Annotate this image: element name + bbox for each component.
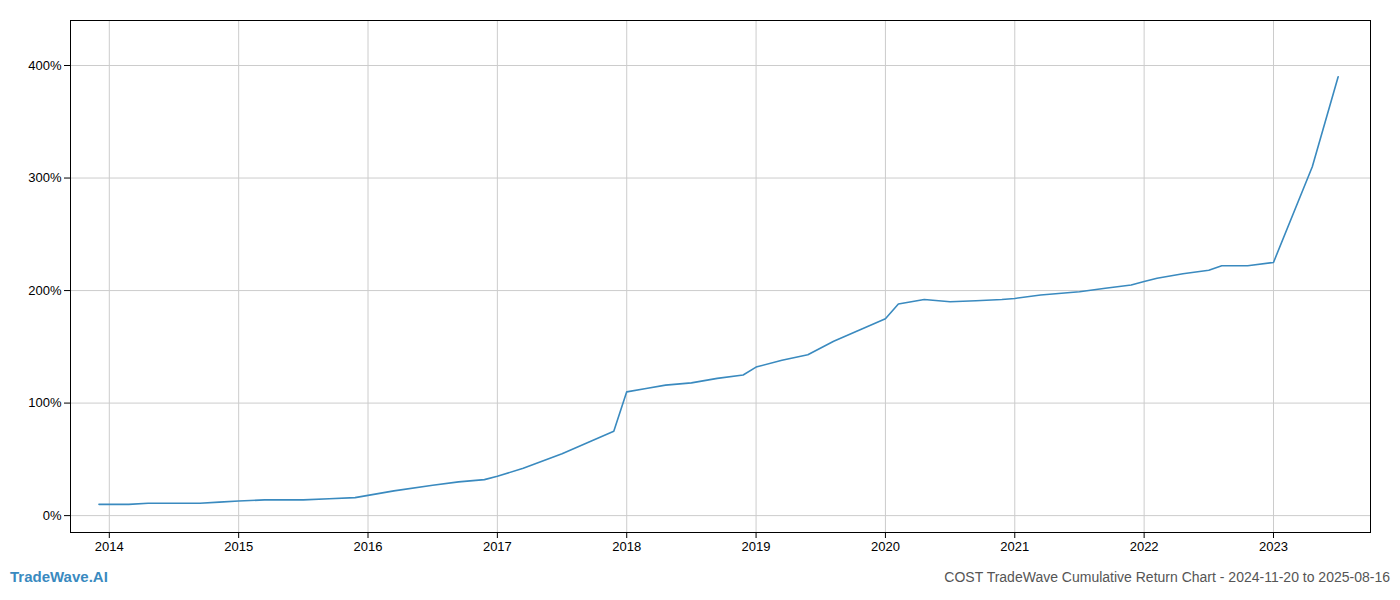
svg-text:2017: 2017 xyxy=(483,539,512,554)
svg-text:2016: 2016 xyxy=(354,539,383,554)
svg-text:2021: 2021 xyxy=(1000,539,1029,554)
html-text:TradeWave.AI: TradeWave.AI xyxy=(10,568,108,585)
svg-text:300%: 300% xyxy=(28,170,62,185)
svg-text:0%: 0% xyxy=(43,508,62,523)
svg-text:2022: 2022 xyxy=(1130,539,1159,554)
svg-text:200%: 200% xyxy=(28,283,62,298)
svg-text:100%: 100% xyxy=(28,395,62,410)
html-text:COST TradeWave Cumulative Retu: COST TradeWave Cumulative Return Chart -… xyxy=(944,569,1390,585)
svg-text:2019: 2019 xyxy=(742,539,771,554)
svg-text:2023: 2023 xyxy=(1259,539,1288,554)
svg-text:2015: 2015 xyxy=(224,539,253,554)
svg-text:2014: 2014 xyxy=(95,539,124,554)
svg-text:2018: 2018 xyxy=(612,539,641,554)
svg-text:400%: 400% xyxy=(28,58,62,73)
svg-text:2020: 2020 xyxy=(871,539,900,554)
